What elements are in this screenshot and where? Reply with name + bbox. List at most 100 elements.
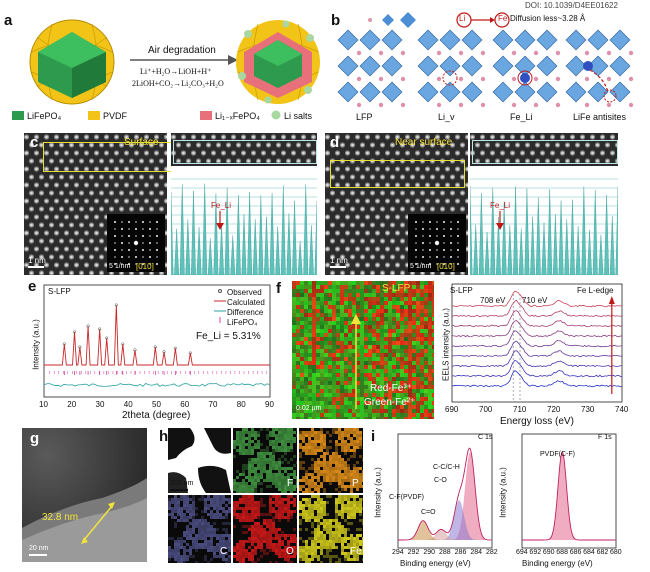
map-pixel — [359, 431, 362, 434]
map-pixel — [189, 498, 192, 501]
eels-pixel — [332, 285, 336, 289]
map-pixel — [245, 443, 248, 446]
map-pixel — [278, 507, 281, 510]
map-pixel — [329, 531, 332, 534]
map-pixel — [353, 479, 356, 482]
eels-pixel — [308, 353, 312, 357]
eels-pixel — [392, 325, 396, 329]
eels-pixel — [424, 329, 428, 333]
eels-pixel — [360, 389, 364, 393]
map-pixel — [314, 504, 317, 507]
map-pixel — [239, 555, 242, 558]
eels-pixel — [376, 325, 380, 329]
li-site — [584, 50, 590, 56]
map-pixel — [350, 558, 353, 561]
eels-pixel — [348, 321, 352, 325]
atom-core — [456, 199, 459, 203]
atom-core — [262, 135, 265, 139]
eels-pixel — [332, 297, 336, 301]
eels-pixel — [388, 309, 392, 313]
map-pixel — [284, 428, 287, 431]
atom-core — [331, 175, 334, 179]
map-pixel — [272, 443, 275, 446]
eels-pixel — [408, 369, 412, 373]
map-pixel — [359, 501, 362, 504]
atom-core — [212, 151, 215, 155]
map-pixel — [248, 555, 251, 558]
atom-core — [341, 143, 344, 147]
map-pixel — [287, 513, 290, 516]
map-pixel — [266, 525, 269, 528]
map-pixel — [335, 449, 338, 452]
atom-core — [421, 207, 424, 211]
atom-core — [30, 271, 33, 275]
map-pixel — [359, 485, 362, 488]
atom-core — [576, 159, 579, 163]
eels-pixel — [420, 297, 424, 301]
atom-core — [165, 183, 167, 187]
atom-core — [356, 167, 359, 171]
eels-pixel — [356, 397, 360, 401]
eels-pixel — [356, 365, 360, 369]
map-pixel — [287, 467, 290, 470]
map-pixel — [293, 534, 296, 537]
map-pixel — [269, 504, 272, 507]
atom-core — [45, 167, 48, 171]
eels-pixel — [336, 381, 340, 385]
atom-core — [55, 167, 58, 171]
map-pixel — [317, 558, 320, 561]
map-pixel — [254, 434, 257, 437]
map-pixel — [183, 504, 186, 507]
eels-pixel — [320, 393, 324, 397]
scalebar-d — [330, 266, 346, 268]
eels-pixel — [404, 373, 408, 377]
li-tag: Li — [459, 14, 466, 23]
eels-pixel — [364, 325, 368, 329]
atom-core — [160, 143, 163, 147]
map-pixel — [326, 531, 329, 534]
map-pixel — [210, 498, 213, 501]
map-pixel — [344, 498, 347, 501]
fft-spot — [128, 256, 130, 258]
map-pixel — [251, 446, 254, 449]
eels-pixel — [320, 337, 324, 341]
eels-pixel — [308, 373, 312, 377]
atom-core — [461, 143, 464, 147]
eels-pixel — [344, 401, 348, 405]
map-pixel — [269, 473, 272, 476]
map-pixel — [296, 543, 297, 546]
atom-core — [531, 135, 534, 139]
atom-core — [187, 159, 190, 163]
eels-pixel — [352, 333, 356, 337]
map-pixel — [275, 476, 278, 479]
atom-core — [85, 183, 88, 187]
map-pixel — [260, 491, 263, 493]
eels-pixel — [380, 393, 384, 397]
map-pixel — [308, 513, 311, 516]
eels-pixel — [312, 321, 316, 325]
atom-core — [165, 151, 167, 155]
eels-pixel — [388, 297, 392, 301]
atom-core — [331, 191, 334, 195]
diffusion-text: Diffusion less~3.28 Å — [510, 14, 586, 23]
atom-core — [491, 151, 494, 155]
eels-pixel — [384, 409, 388, 413]
atom-core — [516, 159, 519, 163]
eels-pixel — [384, 317, 388, 321]
atom-core — [601, 151, 604, 155]
map-pixel — [174, 525, 177, 528]
map-pixel — [201, 519, 204, 522]
map-pixel — [257, 455, 260, 458]
map-pixel — [299, 528, 302, 531]
map-pixel — [278, 458, 281, 461]
eels-pixel — [412, 409, 416, 413]
map-pixel — [311, 467, 314, 470]
fft-spot — [443, 263, 445, 265]
eels-pixel — [292, 301, 296, 305]
li-site — [436, 102, 442, 108]
eels-pixel — [400, 385, 404, 389]
map-p — [299, 428, 363, 493]
eels-pixel — [320, 365, 324, 369]
map-pixel — [344, 470, 347, 473]
eels-pixel — [380, 409, 384, 413]
